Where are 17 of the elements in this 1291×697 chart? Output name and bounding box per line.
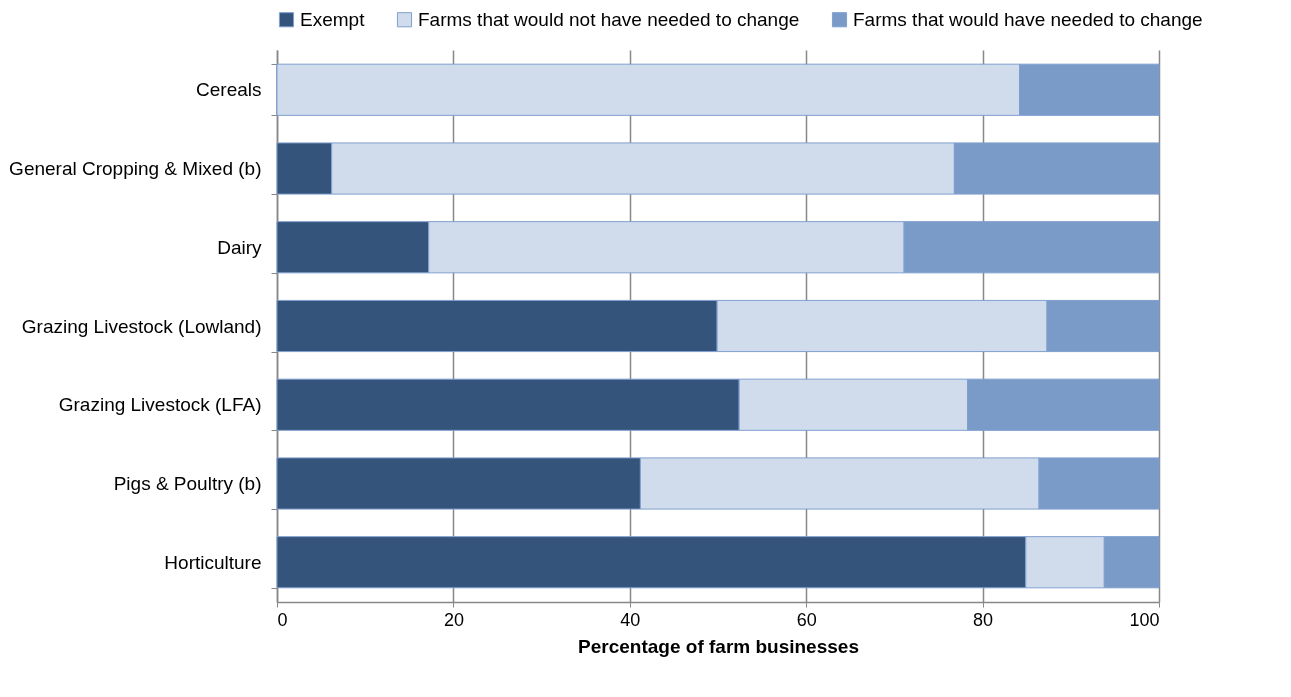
x-tick-label: 40 <box>620 609 641 630</box>
y-tick-label: Horticulture <box>164 551 262 573</box>
legend-label: Farms that would not have needed to change <box>418 8 800 30</box>
y-tick-label: Grazing Livestock (Lowland) <box>21 315 262 337</box>
y-tick-label: Pigs & Poultry (b) <box>113 472 262 494</box>
legend-label: Exempt <box>300 8 366 30</box>
x-tick-label: 80 <box>973 609 994 630</box>
x-tick-label: 60 <box>796 609 817 630</box>
x-axis-title: Percentage of farm businesses <box>578 635 859 657</box>
x-tick-label: 20 <box>443 609 464 630</box>
y-tick-label: Cereals <box>196 79 262 101</box>
y-tick-label: Dairy <box>217 236 262 258</box>
y-tick-label: General Cropping & Mixed (b) <box>9 158 262 180</box>
x-tick-label: 0 <box>277 609 288 630</box>
y-tick-label: Grazing Livestock (LFA) <box>58 394 262 416</box>
legend-label: Farms that would have needed to change <box>853 8 1203 30</box>
x-tick-label: 100 <box>1129 609 1160 630</box>
